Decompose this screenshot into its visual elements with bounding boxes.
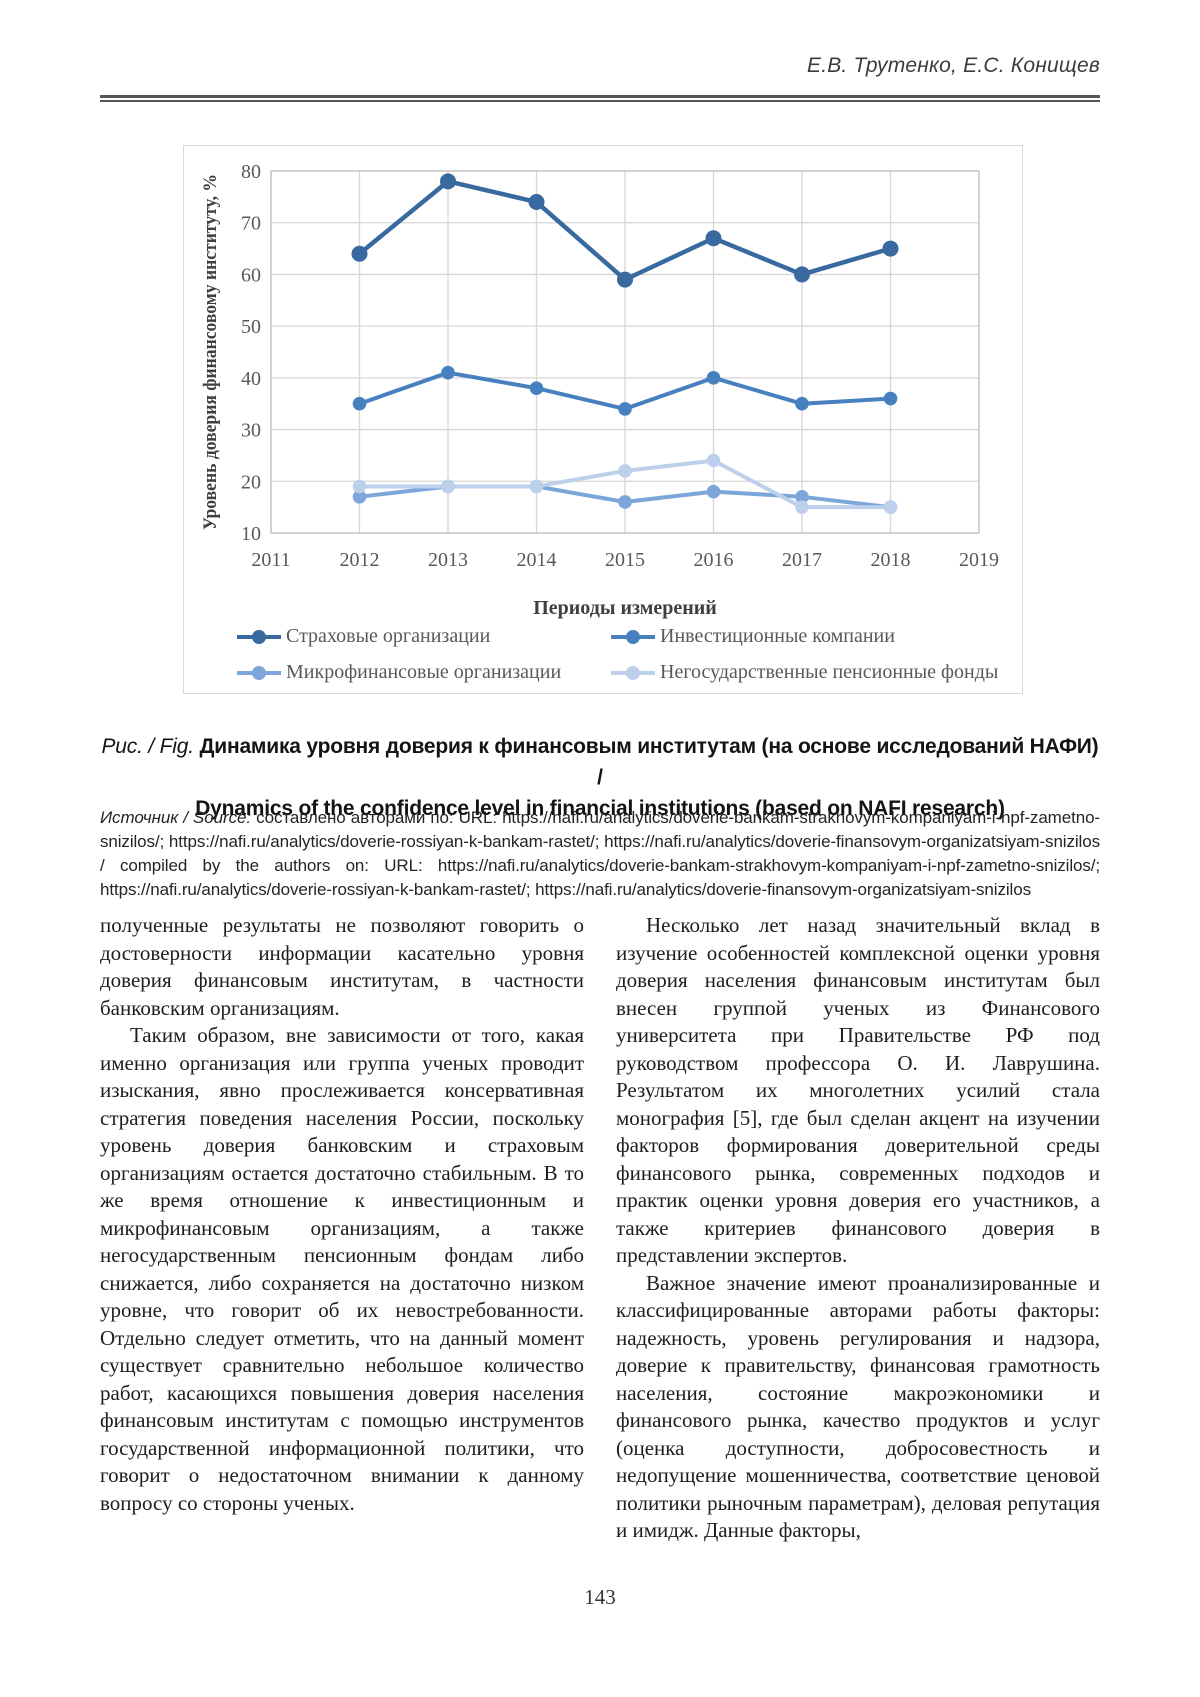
data-point [352, 490, 367, 504]
data-point [529, 381, 544, 395]
x-axis-ticks: 2011 2012 2013 2014 2015 2016 2017 2018 2019 [251, 549, 999, 571]
svg-text:40: 40 [241, 368, 261, 390]
paragraph: Таким образом, вне зависимости от того, … [100, 1023, 584, 1515]
figure-caption-title-ru: Динамика уровня доверия к финансовым инс… [199, 735, 1099, 789]
legend-item-pension-funds: Негосударственные пенсионные фонды [611, 661, 998, 684]
svg-text:2013: 2013 [428, 549, 468, 571]
page-number: 143 [584, 1585, 616, 1609]
confidence-line-chart: 10 20 30 40 50 60 70 80 2011 2012 2013 2014 2015 2016… [200, 161, 999, 619]
paragraph: полученные результаты не позволяют говор… [100, 913, 584, 1020]
source-label: Источник / Source: [100, 808, 251, 827]
data-point [794, 266, 810, 283]
data-point [351, 245, 368, 262]
svg-text:2011: 2011 [251, 549, 290, 571]
paragraph: Несколько лет назад значительный вклад в… [616, 913, 1100, 1267]
data-point [706, 484, 721, 499]
legend-marker-icon [237, 629, 281, 644]
svg-text:2012: 2012 [340, 549, 380, 571]
svg-text:2016: 2016 [694, 549, 734, 571]
svg-text:2018: 2018 [871, 549, 911, 571]
legend-label: Негосударственные пенсионные фонды [660, 661, 999, 683]
svg-text:10: 10 [241, 523, 261, 545]
svg-text:60: 60 [241, 264, 261, 286]
data-point [883, 500, 898, 514]
series-markers [351, 173, 899, 514]
figure-caption-line-ru: Рис. / Fig. Динамика уровня доверия к фи… [100, 731, 1100, 793]
data-point [795, 490, 809, 504]
legend-item-microfinance: Микрофинансовые организации [237, 661, 561, 684]
data-point [529, 479, 544, 494]
svg-text:20: 20 [241, 471, 261, 493]
data-point [882, 240, 899, 257]
svg-text:2014: 2014 [517, 549, 557, 571]
header-divider [100, 95, 1100, 102]
figure-caption-prefix: Рис. / Fig. [101, 735, 195, 758]
svg-text:2017: 2017 [782, 549, 822, 571]
svg-text:70: 70 [241, 213, 261, 235]
data-point [618, 402, 632, 416]
legend-item-investment: Инвестиционные компании [611, 625, 895, 648]
data-point [705, 230, 722, 247]
data-point [617, 271, 633, 288]
legend-label: Страховые организации [286, 625, 491, 647]
svg-text:80: 80 [241, 161, 261, 183]
data-point [795, 500, 809, 514]
figure-chart: 10 20 30 40 50 60 70 80 2011 2012 2013 2014 2015 2016… [183, 145, 1023, 694]
x-axis-title: Периоды измерений [533, 597, 717, 619]
figure-source-note: Источник / Source: составлено авторами п… [100, 806, 1100, 902]
figure-caption-title-en: Dynamics of the confidence level in fina… [195, 797, 1005, 820]
data-point [441, 365, 455, 380]
svg-text:50: 50 [241, 316, 261, 338]
legend-label: Микрофинансовые организации [286, 661, 562, 683]
data-point [618, 495, 632, 509]
figure-caption: Рис. / Fig. Динамика уровня доверия к фи… [100, 731, 1100, 824]
data-point [352, 479, 367, 494]
body-column-right: Несколько лет назад значительный вклад в… [616, 912, 1100, 1545]
data-point [352, 396, 367, 411]
data-point [440, 173, 456, 190]
data-point [795, 396, 809, 411]
page-header-authors: Е.В. Трутенко, Е.С. Конищев [806, 54, 1100, 77]
data-point [441, 479, 455, 494]
data-point [706, 453, 721, 468]
legend-marker-icon [611, 629, 655, 644]
gridlines [270, 170, 980, 534]
data-point [706, 371, 721, 385]
data-point [618, 464, 632, 478]
legend-label: Инвестиционные компании [660, 625, 895, 647]
body-column-left: полученные результаты не позволяют говор… [100, 912, 584, 1517]
svg-text:2015: 2015 [605, 549, 645, 571]
source-text: составлено авторами по: URL: https://naf… [100, 808, 1100, 899]
legend-item-insurance: Страховые организации [237, 625, 490, 648]
data-point [528, 194, 545, 211]
legend-marker-icon [237, 665, 281, 680]
svg-text:2019: 2019 [959, 549, 999, 571]
svg-text:30: 30 [241, 420, 261, 442]
legend-marker-icon [611, 665, 655, 680]
y-axis-ticks: 10 20 30 40 50 60 70 80 [241, 161, 261, 545]
paragraph: Важное значение имеют проанализированные… [616, 1270, 1100, 1543]
y-axis-title: Уровень доверия финансовому институту, % [200, 174, 221, 530]
data-point [883, 391, 898, 406]
